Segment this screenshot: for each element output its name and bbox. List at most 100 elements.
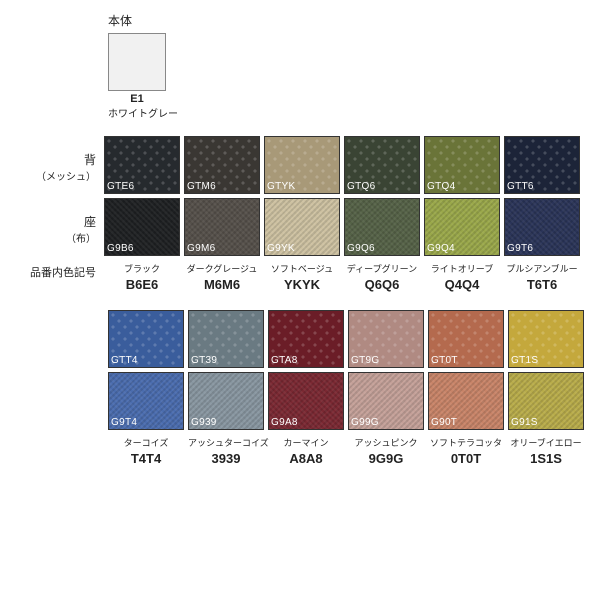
mesh-code: GT9G	[351, 355, 379, 366]
mesh-swatch: GTQ4	[424, 136, 500, 194]
mesh-code: GTT6	[507, 181, 534, 192]
seat-swatch: G9B6	[104, 198, 180, 256]
seat-code: G9B6	[107, 243, 134, 254]
mesh-swatch: GTT6	[504, 136, 580, 194]
seat-swatch: G9Q6	[344, 198, 420, 256]
seat-code: G91S	[511, 417, 538, 428]
color-label-column: オリーブイエロー 1S1S	[508, 434, 584, 466]
color-name: ソフトベージュ	[264, 262, 340, 275]
seat-code: G9A8	[271, 417, 298, 428]
combo-code: M6M6	[184, 277, 260, 292]
combo-code: T4T4	[108, 451, 184, 466]
color-column: GTQ4 G9Q4	[424, 136, 500, 260]
color-column: GTYK G9YK	[264, 136, 340, 260]
color-name: アッシュピンク	[348, 436, 424, 449]
mesh-code: GT0T	[431, 355, 458, 366]
color-column: GTE6 G9B6	[104, 136, 180, 260]
combo-code: 1S1S	[508, 451, 584, 466]
color-label-column: カーマインA8A8	[268, 434, 344, 466]
seat-swatch: G9T6	[504, 198, 580, 256]
seat-swatch: G939	[188, 372, 264, 430]
combo-code: Q4Q4	[424, 277, 500, 292]
mesh-swatch: GTA8	[268, 310, 344, 368]
color-name: オリーブイエロー	[508, 436, 584, 449]
seat-code: G9Q6	[347, 243, 375, 254]
mesh-code: GTE6	[107, 181, 134, 192]
body-label: 本体	[108, 12, 588, 29]
combo-code: Q6Q6	[344, 277, 420, 292]
seat-swatch: G9YK	[264, 198, 340, 256]
combo-code: A8A8	[268, 451, 344, 466]
mesh-code: GTT4	[111, 355, 138, 366]
color-name: ブラック	[104, 262, 180, 275]
body-section: 本体 E1 ホワイトグレー	[108, 12, 588, 120]
seat-code: G939	[191, 417, 217, 428]
mesh-swatch: GTYK	[264, 136, 340, 194]
color-label-column: ソフトテラコッタ 0T0T	[428, 434, 504, 466]
color-column: GT0T G90T	[428, 310, 504, 434]
combo-code: B6E6	[104, 277, 180, 292]
color-label-column: アッシュピンク 9G9G	[348, 434, 424, 466]
color-name: ターコイズ	[108, 436, 184, 449]
color-label-column: ライトオリーブ Q4Q4	[424, 260, 500, 292]
seat-swatch: G99G	[348, 372, 424, 430]
mesh-swatch: GT9G	[348, 310, 424, 368]
color-label-column: ブラック B6E6	[104, 260, 180, 292]
seat-code: G9YK	[267, 243, 295, 254]
row-label-seat: 座 （布）	[8, 198, 96, 260]
body-code: E1	[108, 93, 166, 105]
color-label-column: アッシュターコイズ3939	[188, 434, 264, 466]
color-name: プルシアンブルー	[504, 262, 580, 275]
seat-swatch: G9M6	[184, 198, 260, 256]
mesh-code: GTYK	[267, 181, 295, 192]
combo-code: 9G9G	[348, 451, 424, 466]
mesh-code: GTA8	[271, 355, 298, 366]
color-group-1: 背 （メッシュ） 座 （布） GTE6G9B6GTM6G9M6GTYKG9YKG…	[8, 136, 588, 292]
seat-swatch: G91S	[508, 372, 584, 430]
mesh-code: GTQ6	[347, 181, 375, 192]
body-swatch	[108, 33, 166, 91]
row-label-back-sub: （メッシュ）	[36, 168, 96, 183]
row-label-combo: 品番内色記号	[8, 260, 104, 292]
color-label-column: プルシアンブルー T6T6	[504, 260, 580, 292]
row-label-seat-title: 座	[84, 213, 96, 230]
color-column: GTA8 G9A8	[268, 310, 344, 434]
color-name: ソフトテラコッタ	[428, 436, 504, 449]
color-column: GT39 G939	[188, 310, 264, 434]
row-label-back-title: 背	[84, 151, 96, 168]
color-column: GT1S G91S	[508, 310, 584, 434]
seat-swatch: G9T4	[108, 372, 184, 430]
seat-swatch: G9Q4	[424, 198, 500, 256]
mesh-swatch: GT0T	[428, 310, 504, 368]
seat-code: G90T	[431, 417, 457, 428]
seat-code: G9Q4	[427, 243, 455, 254]
seat-swatch: G90T	[428, 372, 504, 430]
color-name: ダークグレージュ	[184, 262, 260, 275]
seat-swatch: G9A8	[268, 372, 344, 430]
combo-code: 0T0T	[428, 451, 504, 466]
mesh-code: GTQ4	[427, 181, 455, 192]
mesh-swatch: GTT4	[108, 310, 184, 368]
color-label-column: ターコイズ T4T4	[108, 434, 184, 466]
mesh-swatch: GT39	[188, 310, 264, 368]
color-name: ライトオリーブ	[424, 262, 500, 275]
color-label-column: ディープグリーンQ6Q6	[344, 260, 420, 292]
color-label-column: ダークグレージュ M6M6	[184, 260, 260, 292]
seat-code: G9M6	[187, 243, 215, 254]
color-name: アッシュターコイズ	[188, 436, 264, 449]
color-column: GTT4 G9T4	[108, 310, 184, 434]
color-column: GTQ6 G9Q6	[344, 136, 420, 260]
color-label-column: ソフトベージュ YKYK	[264, 260, 340, 292]
combo-code: T6T6	[504, 277, 580, 292]
row-label-back: 背 （メッシュ）	[8, 136, 96, 198]
mesh-code: GT1S	[511, 355, 538, 366]
color-group-2: GTT4 G9T4 GT39 G939 GTA8 G9A8 GT9G G99G GT0T G90T…	[108, 310, 588, 466]
mesh-code: GTM6	[187, 181, 216, 192]
mesh-code: GT39	[191, 355, 217, 366]
row-label-seat-sub: （布）	[66, 230, 96, 245]
body-name: ホワイトグレー	[108, 105, 166, 120]
seat-code: G9T6	[507, 243, 533, 254]
color-column: GTT6 G9T6	[504, 136, 580, 260]
seat-code: G99G	[351, 417, 379, 428]
combo-code: YKYK	[264, 277, 340, 292]
